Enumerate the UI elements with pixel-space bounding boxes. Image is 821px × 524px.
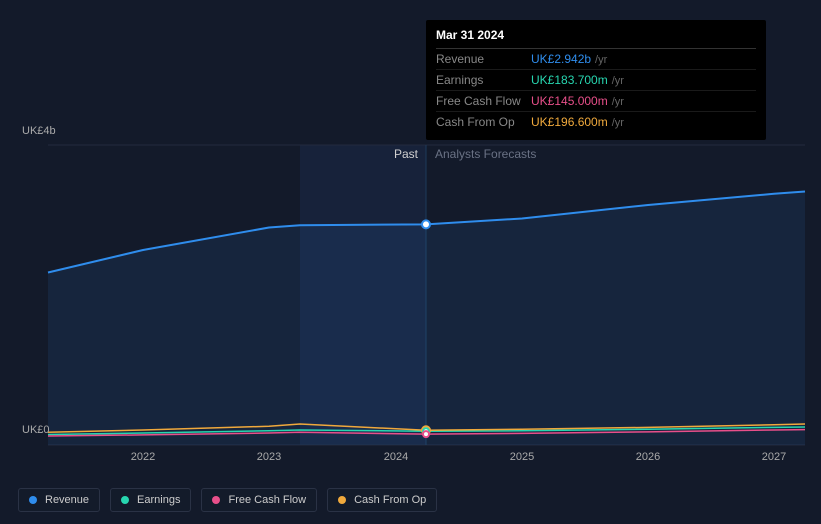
legend-item-cfo[interactable]: Cash From Op [327,488,437,512]
legend-label: Earnings [137,494,180,506]
financial-forecast-chart: UK£4b UK£0 2022 2023 2024 2025 2026 2027 Past A… [0,0,821,524]
section-label: Analysts Forecasts [435,147,536,161]
x-axis-label: 2023 [257,451,281,463]
tooltip-unit: /yr [612,96,624,108]
x-axis-label: 2026 [636,451,660,463]
legend-label: Free Cash Flow [228,494,306,506]
y-axis-label: UK£4b [22,125,56,137]
legend-label: Revenue [45,494,89,506]
tooltip-metric-value: UK£2.942b [531,52,591,66]
legend-item-earnings[interactable]: Earnings [110,488,191,512]
tooltip-date: Mar 31 2024 [436,28,756,49]
x-axis-label: 2025 [510,451,534,463]
legend-label: Cash From Op [354,494,426,506]
tooltip-metric-value: UK£183.700m [531,73,608,87]
legend-swatch [121,496,129,504]
legend-item-fcf[interactable]: Free Cash Flow [201,488,317,512]
chart-legend: Revenue Earnings Free Cash Flow Cash From O… [18,488,437,512]
tooltip-row: EarningsUK£183.700m/yr [436,70,756,91]
tooltip-row: RevenueUK£2.942b/yr [436,49,756,70]
tooltip-unit: /yr [612,117,624,129]
tooltip-row: Cash From OpUK£196.600m/yr [436,112,756,132]
section-label: Past [394,147,418,161]
x-axis-label: 2027 [762,451,786,463]
tooltip-metric-label: Free Cash Flow [436,94,531,108]
legend-item-revenue[interactable]: Revenue [18,488,100,512]
x-axis-label: 2022 [131,451,155,463]
tooltip-metric-label: Cash From Op [436,115,531,129]
tooltip-unit: /yr [595,54,607,66]
y-axis-label: UK£0 [22,424,50,436]
tooltip-unit: /yr [612,75,624,87]
tooltip-row: Free Cash FlowUK£145.000m/yr [436,91,756,112]
legend-swatch [29,496,37,504]
tooltip-metric-label: Earnings [436,73,531,87]
tooltip-metric-label: Revenue [436,52,531,66]
x-axis-label: 2024 [384,451,408,463]
tooltip-metric-value: UK£196.600m [531,115,608,129]
tooltip-metric-value: UK£145.000m [531,94,608,108]
legend-swatch [338,496,346,504]
chart-tooltip: Mar 31 2024 RevenueUK£2.942b/yrEarningsU… [426,20,766,140]
legend-swatch [212,496,220,504]
